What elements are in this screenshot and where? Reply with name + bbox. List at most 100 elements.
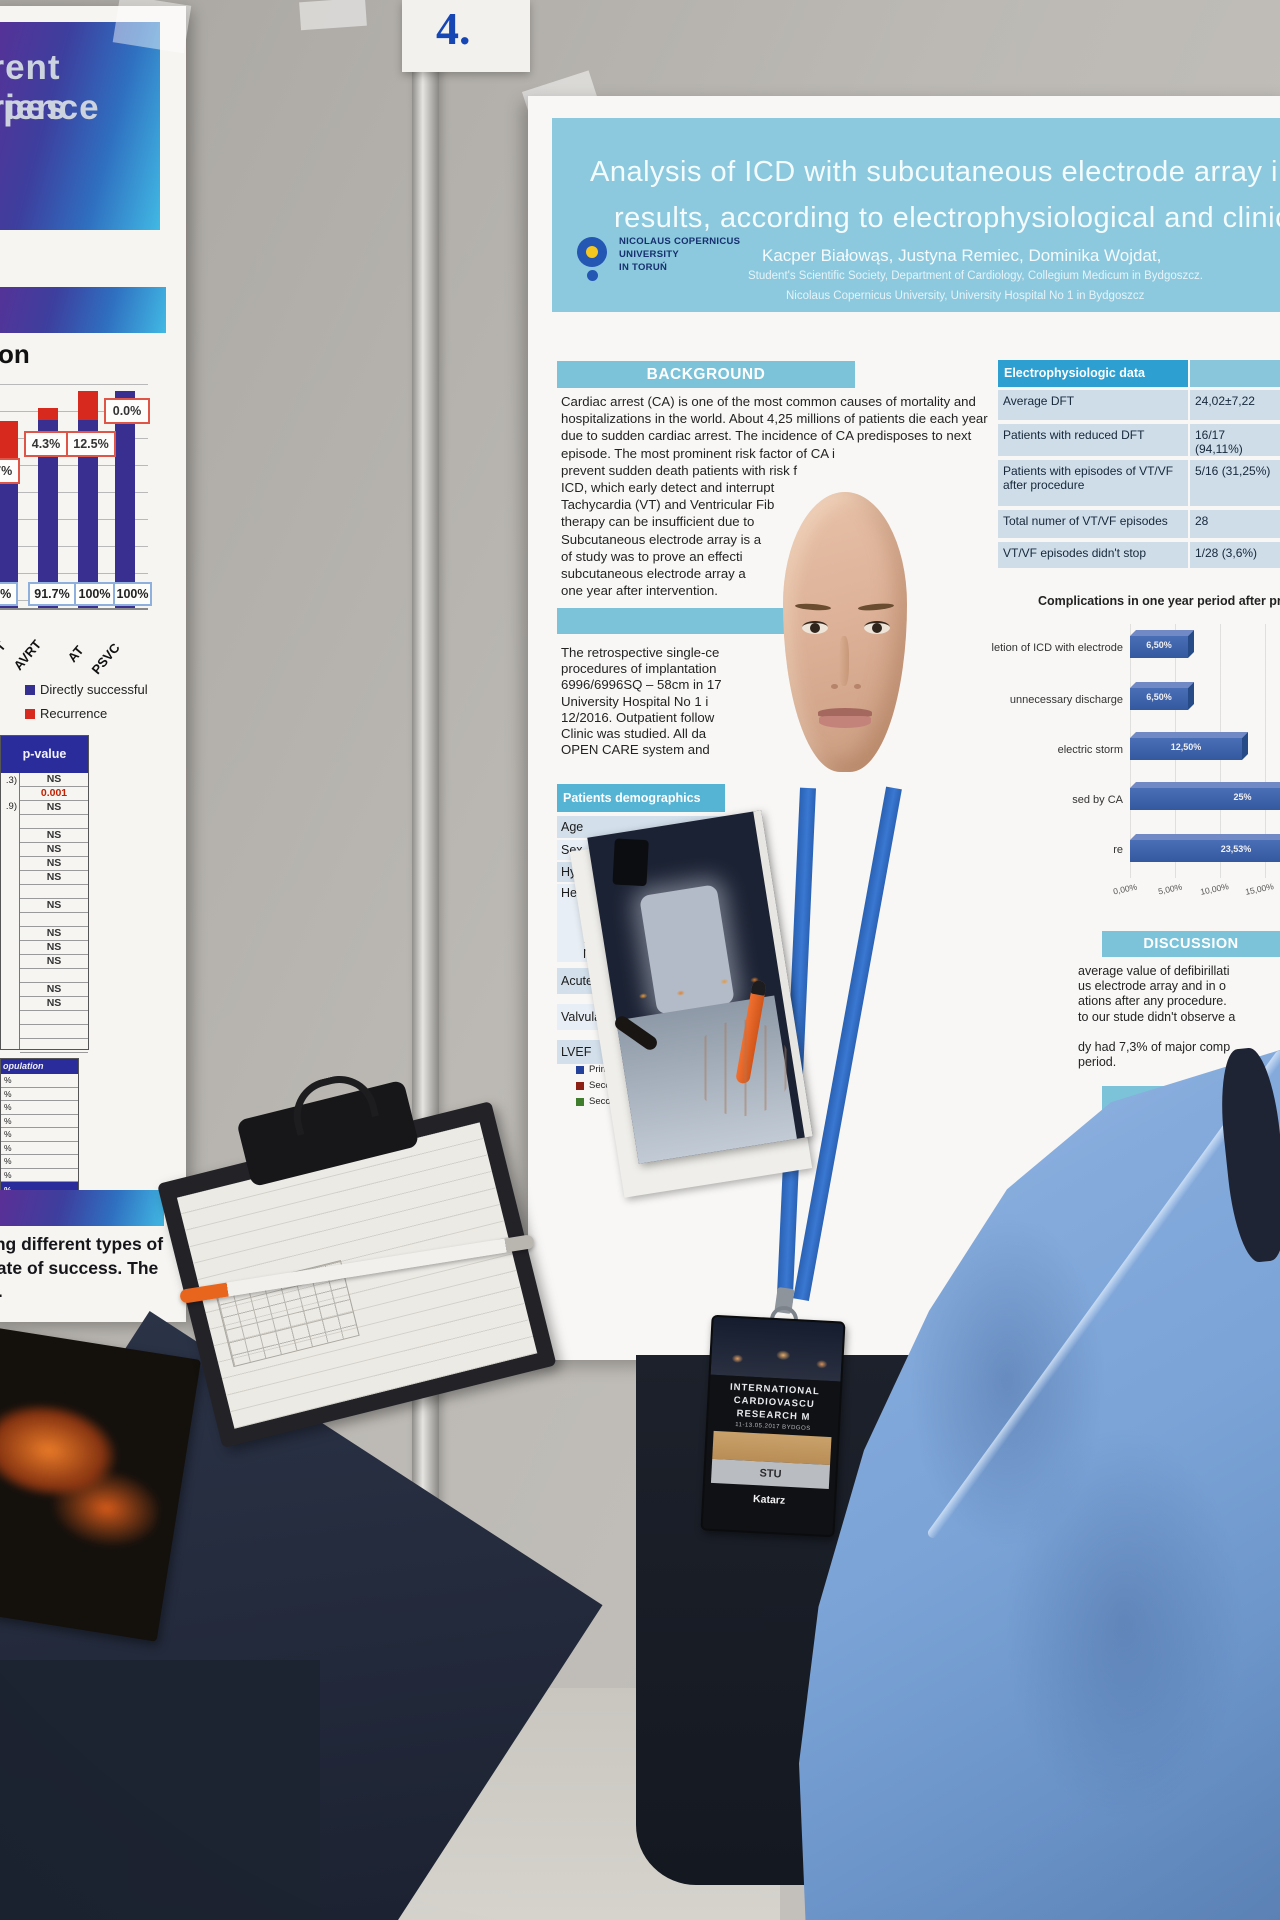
holder-finger [0,1510,47,1539]
recurrence-label: 6.7% [0,458,20,484]
success-label: 100% [113,582,152,606]
population-row: % [1,1088,78,1101]
paragraph-line: The retrospective single-ce [561,645,720,660]
poster-affiliation2: Nicolaus Copernicus University, Universi… [786,290,1145,302]
paragraph-line: average value of defibirillati [1078,964,1230,978]
main-poster: Analysis of ICD with subcutaneous electr… [528,96,1280,1360]
bar-success [115,391,135,608]
paragraph-line: ICD, which early detect and interrupt [561,480,775,496]
population-table: opulation % % % % % % % % % [0,1058,79,1200]
population-row: % [1,1074,78,1088]
complication-category: letion of ICD with electrode [991,642,1123,654]
badge-category-band: STU [710,1458,831,1490]
p-value-cell [20,1039,88,1053]
demographics-heading: Patients demographics [563,791,701,805]
logo-text-line3: IN TORUŃ [619,262,668,273]
complication-category: electric storm [1057,744,1123,756]
bar-success [78,420,98,608]
paragraph-line: us electrode array and in o [1078,979,1227,994]
complication-bar: 6,50% [1130,636,1188,658]
x-axis-tick: 5,00% [1157,881,1183,897]
paragraph-line: 12/2016. Outpatient follow [561,709,715,725]
logo-text-line1: NICOLAUS COPERNICUS [619,236,741,247]
success-label: 91.7% [28,582,76,606]
bar-success [0,484,18,608]
paragraph-line: subcutaneous electrode array a [561,566,746,582]
tape [299,0,367,31]
bar-value-label: 23,53% [1220,844,1252,854]
paragraph-line: ations after any procedure. [1078,994,1227,1009]
paragraph-line: period. [1078,1055,1117,1070]
conference-badge: INTERNATIONAL CARDIOVASCU RESEARCH M 11-… [700,1314,846,1538]
poster-affiliation1: Student's Scientific Society, Department… [748,270,1203,282]
p-value-cell [20,969,88,983]
paragraph-line: University Hospital No 1 i [561,693,709,709]
population-row: % [1,1155,78,1169]
population-row: % [1,1115,78,1128]
poster-authors: Kacper Białowąs, Justyna Remiec, Dominik… [762,246,1162,265]
left-poster-footer-line2: rate of success. The [0,1258,159,1278]
paragraph-line: Subcutaneous electrode array is a [561,531,762,547]
discussion-paragraph: average value of defibirillati us electr… [1078,964,1280,1070]
p-value-cell: NS [20,773,88,787]
bar-value-label: 6,50% [1146,692,1172,702]
column-divider [19,773,20,1049]
complication-bar: 25% [1130,788,1280,810]
electro-table-header-right [1190,360,1280,387]
success-rate-chart: 6.7% 4.3% 12.5% 0.0% 8.9% 91.7% 100% 100… [0,384,152,610]
methods-paragraph: The retrospective single-ce procedures o… [561,645,981,758]
paragraph-line: Tachycardia (VT) and Ventricular Fib [561,497,775,513]
legend-label: Second [589,1096,622,1107]
p-value-cell: NS [20,955,88,969]
p-value-cell: NS [20,829,88,843]
listener-suit-corner [0,1660,320,1920]
left-section-heading: on [0,339,30,369]
legend-label: Directly successful [40,682,148,697]
right-eye [864,621,890,634]
p-value-rows: NS 0.001 NS NS NS NS NS NS NS NS NS NS N… [20,773,88,1053]
background-section-header: BACKGROUND [557,361,855,388]
gradient-divider [0,1190,164,1226]
x-category-label: VT [0,638,9,661]
complications-chart-title: Complications in one year period after p… [1038,594,1280,608]
poster-title-line2: results, according to electrophysiologic… [614,202,1280,234]
left-poster-header: erent types erience [0,22,160,230]
left-poster-header-line1: erent types [0,48,67,127]
paragraph-line: dy had 7,3% of major comp [1078,1039,1231,1054]
p-value-cell: NS [20,899,88,913]
population-row: % [1,1128,78,1142]
demographics-header: Patients demographics [557,784,725,812]
p-value-table: p-value .3) .9) NS 0.001 NS NS NS NS NS … [0,735,89,1053]
paragraph-line: therapy can be insufficient due to [561,514,755,530]
badge-name: Katarz [752,1493,786,1507]
recurrence-label: 4.3% [24,431,68,457]
p-value-cell [20,815,88,829]
left-poster-footer-dot: . [0,1282,3,1302]
left-eye [802,621,828,634]
background-paragraph: Cardiac arrest (CA) is one of the most c… [561,393,1001,599]
left-poster-header-line2: erience [0,88,100,127]
badge-city-photo [710,1316,844,1382]
electro-table-heading: Electrophysiologic data [1004,366,1146,380]
p-value-cell: NS [20,941,88,955]
legend-label: Recurrence [40,706,108,721]
p-value-cell-significant: 0.001 [20,787,88,801]
electro-label: VT/VF episodes didn't stop [998,542,1188,568]
population-row: % [1,1142,78,1155]
p-value-cell: NS [20,843,88,857]
population-header: opulation [1,1059,78,1074]
bar-value-label: 25% [1233,792,1252,802]
title-band: Analysis of ICD with subcutaneous electr… [552,118,1280,312]
electro-value: 1/28 (3,6%) [1190,542,1280,568]
paragraph-line: Clinic was studied. All da [561,726,707,742]
paragraph-line: OPEN CARE system and [561,742,710,758]
electro-value: 5/16 (31,25%) [1190,460,1280,506]
x-category-label: PSVC [88,640,123,677]
electro-label: Patients with episodes of VT/VF after pr… [998,460,1188,506]
bar-success [38,420,58,608]
recurrence-label: 0.0% [104,398,150,424]
p-value-cell: NS [20,983,88,997]
paragraph-line: procedures of implantation [561,661,717,677]
gradient-divider [0,287,166,333]
university-logo-dot [586,246,598,258]
